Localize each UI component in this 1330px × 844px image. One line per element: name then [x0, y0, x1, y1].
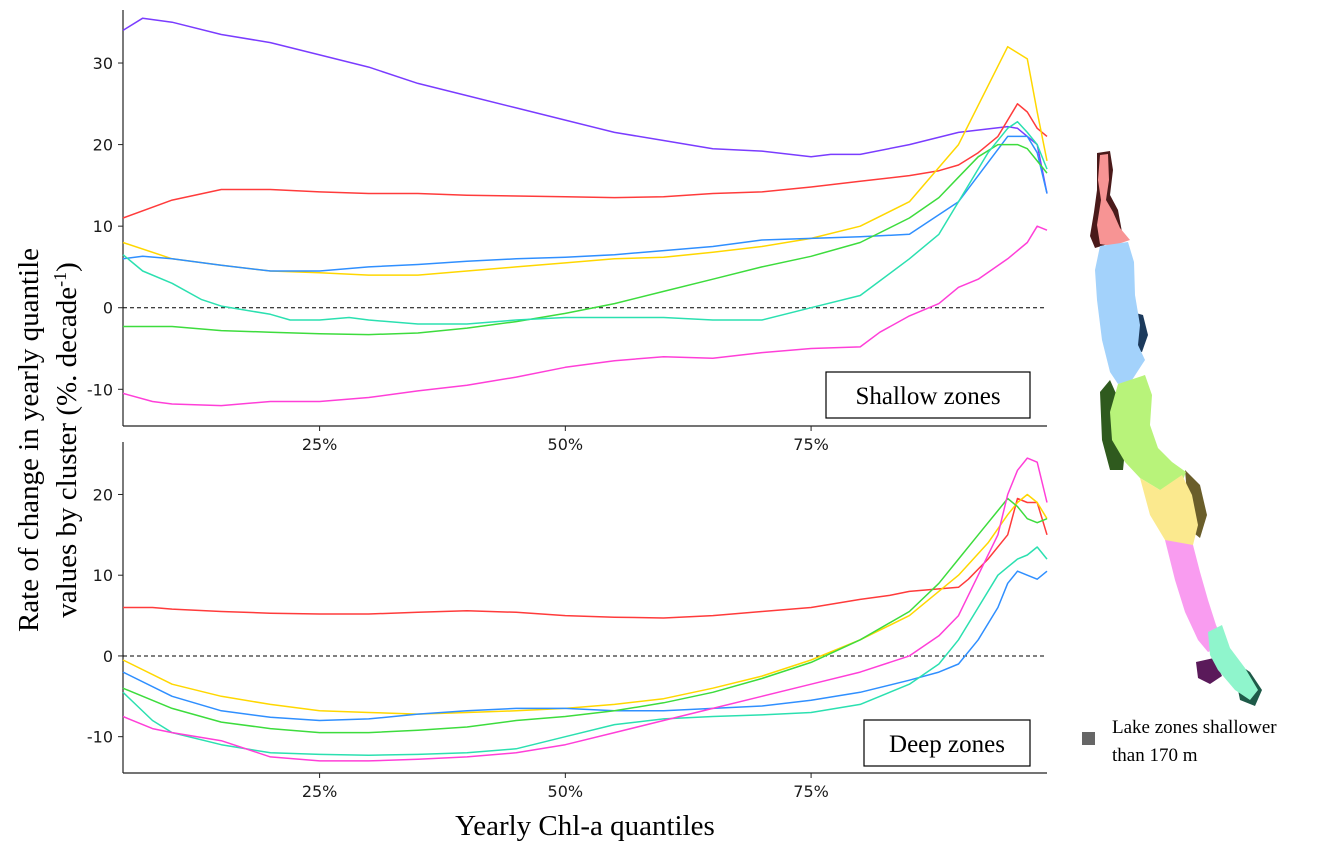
y-tick-label: 20 [93, 136, 113, 155]
y-tick-label: -10 [87, 728, 113, 747]
lake-map-zone-central-south [1140, 475, 1198, 548]
lake-map-zone-central-north [1095, 242, 1145, 384]
legend-swatch [1082, 732, 1095, 745]
x-tick-label: 75% [793, 782, 829, 801]
panel-label: Shallow zones [855, 383, 1000, 410]
y-tick-label: 20 [93, 485, 113, 504]
y-axis-title-line2: values by cluster (%. decade-1) [50, 262, 83, 618]
y-tick-label: -10 [87, 380, 113, 399]
y-tick-label: 10 [93, 566, 113, 585]
y-axis-title-line1: Rate of change in yearly quantile [13, 248, 45, 632]
legend-text-line1: Lake zones shallower [1112, 717, 1277, 738]
y-tick-label: 0 [103, 299, 113, 318]
panel-label-box [825, 371, 1031, 419]
x-tick-label: 75% [793, 435, 829, 454]
y-tick-label: 0 [103, 647, 113, 666]
series-line-3 [122, 570, 1048, 722]
series-line-1 [123, 497, 1048, 619]
panel-deep-zones: -10 0 10 20 25% 50% 75% Deep zones [87, 442, 1048, 801]
lake-map-zone-central [1110, 375, 1186, 490]
series-line-4 [122, 135, 1048, 272]
series-line-5 [122, 546, 1048, 756]
series-line-2 [122, 493, 1048, 715]
y-tick-label: 10 [93, 217, 113, 236]
series-line-5 [123, 143, 1048, 336]
panel-label-box [863, 719, 1031, 767]
lake-zone-map [1090, 151, 1262, 706]
y-axis-title-close: ) [51, 262, 83, 272]
series-line-3 [122, 45, 1048, 276]
series-line-6 [122, 120, 1048, 325]
y-tick-label: 30 [93, 54, 113, 73]
series-line-2 [122, 103, 1048, 219]
series-line-7 [122, 225, 1048, 407]
series-line-1 [122, 17, 1048, 194]
x-axis-title: Yearly Chl-a quantiles [455, 810, 715, 842]
x-tick-label: 50% [548, 435, 584, 454]
lake-map-zone-south [1165, 540, 1225, 652]
lake-map-zone-north [1097, 154, 1130, 246]
series-line-6 [122, 457, 1048, 762]
panel-shallow-zones: -10 0 10 20 30 25% 50% 75% Shallow zones [87, 10, 1048, 454]
y-axis-title-superscript: -1 [50, 272, 70, 287]
lake-map-zone-far-south [1208, 625, 1258, 700]
x-tick-label: 25% [302, 782, 338, 801]
legend-text-line2: than 170 m [1112, 745, 1198, 766]
x-tick-label: 50% [548, 782, 584, 801]
x-tick-label: 25% [302, 435, 338, 454]
panel-label: Deep zones [889, 731, 1005, 758]
y-axis-title-line2-text: values by cluster (%. decade [51, 287, 83, 618]
